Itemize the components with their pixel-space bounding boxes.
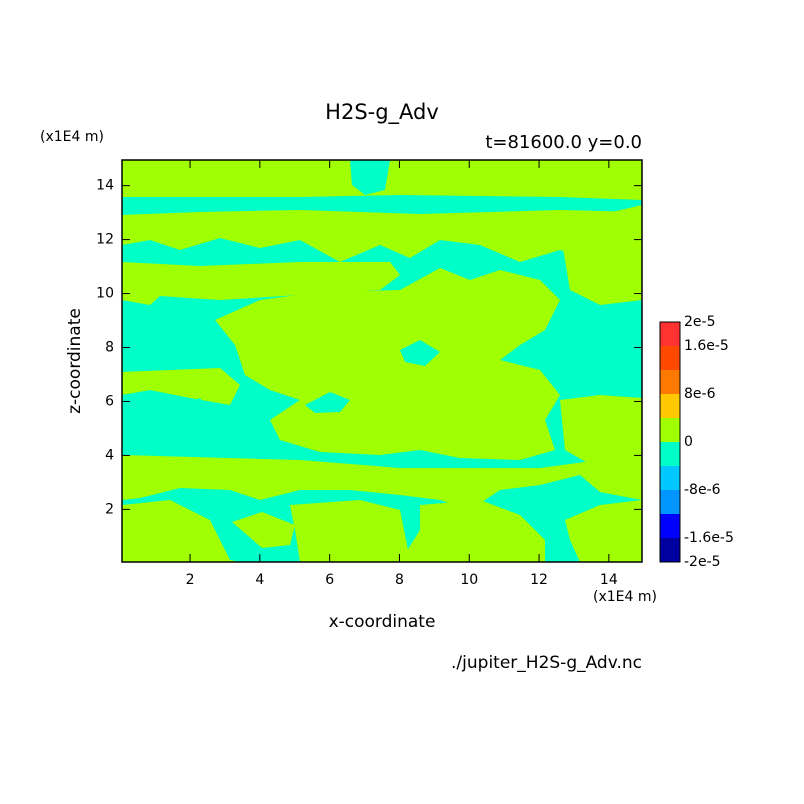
- y-unit: (x1E4 m): [40, 129, 104, 145]
- colorbar-tick-label: -8e-6: [684, 482, 721, 498]
- contour-band: [290, 500, 410, 562]
- chart-subtitle: t=81600.0 y=0.0: [485, 132, 642, 153]
- x-tick-label: 14: [600, 572, 618, 588]
- colorbar-band: [660, 490, 680, 514]
- x-tick-label: 6: [325, 572, 334, 588]
- colorbar-tick-label: 8e-6: [684, 386, 716, 402]
- y-tick-label: 8: [105, 340, 114, 356]
- colorbar-band: [660, 394, 680, 418]
- colorbar-tick-label: 1.6e-5: [684, 338, 729, 354]
- contour-band: [215, 268, 560, 460]
- x-tick-label: 12: [530, 572, 548, 588]
- y-tick-label: 2: [105, 501, 114, 517]
- contour-field: [122, 160, 642, 562]
- contour-band: [122, 500, 240, 562]
- colorbar-tick-label: -1.6e-5: [684, 530, 734, 546]
- x-axis-label: x-coordinate: [329, 612, 436, 632]
- contour-band: [560, 395, 642, 470]
- chart-title: H2S-g_Adv: [325, 100, 439, 125]
- contour-band: [122, 368, 240, 405]
- colorbar-tick-label: 0: [684, 434, 693, 450]
- colorbar-band: [660, 466, 680, 490]
- contour-band: [122, 262, 400, 305]
- colorbar-band: [660, 418, 680, 442]
- y-tick-label: 12: [96, 232, 114, 248]
- x-tick-label: 4: [255, 572, 264, 588]
- x-tick-label: 2: [186, 572, 195, 588]
- x-unit: (x1E4 m): [593, 589, 657, 605]
- contour-band: [400, 500, 545, 562]
- y-axis-label: z-coordinate: [65, 308, 85, 414]
- source-file: ./jupiter_H2S-g_Adv.nc: [451, 653, 642, 673]
- colorbar-tick-label: 2e-5: [684, 314, 715, 330]
- y-tick-label: 14: [96, 178, 114, 194]
- contour-band: [400, 340, 440, 366]
- y-tick-label: 4: [105, 447, 114, 463]
- contour-band: [122, 455, 642, 510]
- colorbar-band: [660, 442, 680, 466]
- contour-band: [122, 160, 642, 200]
- colorbar-band: [660, 538, 680, 562]
- x-tick-label: 8: [395, 572, 404, 588]
- y-tick-label: 10: [96, 286, 114, 302]
- colorbar-tick-label: -2e-5: [684, 554, 721, 570]
- colorbar-band: [660, 514, 680, 538]
- colorbar-band: [660, 322, 680, 346]
- colorbar-band: [660, 370, 680, 394]
- contour-band: [305, 392, 350, 413]
- y-tick-label: 6: [105, 393, 114, 409]
- contour-band: [560, 205, 642, 305]
- x-tick-label: 10: [460, 572, 478, 588]
- colorbar-frame: [659, 321, 681, 563]
- contour-band: [232, 512, 295, 548]
- contour-band: [122, 210, 642, 262]
- contour-band: [565, 500, 642, 562]
- plot-frame: [121, 159, 643, 563]
- colorbar-band: [660, 346, 680, 370]
- contour-band: [185, 398, 210, 418]
